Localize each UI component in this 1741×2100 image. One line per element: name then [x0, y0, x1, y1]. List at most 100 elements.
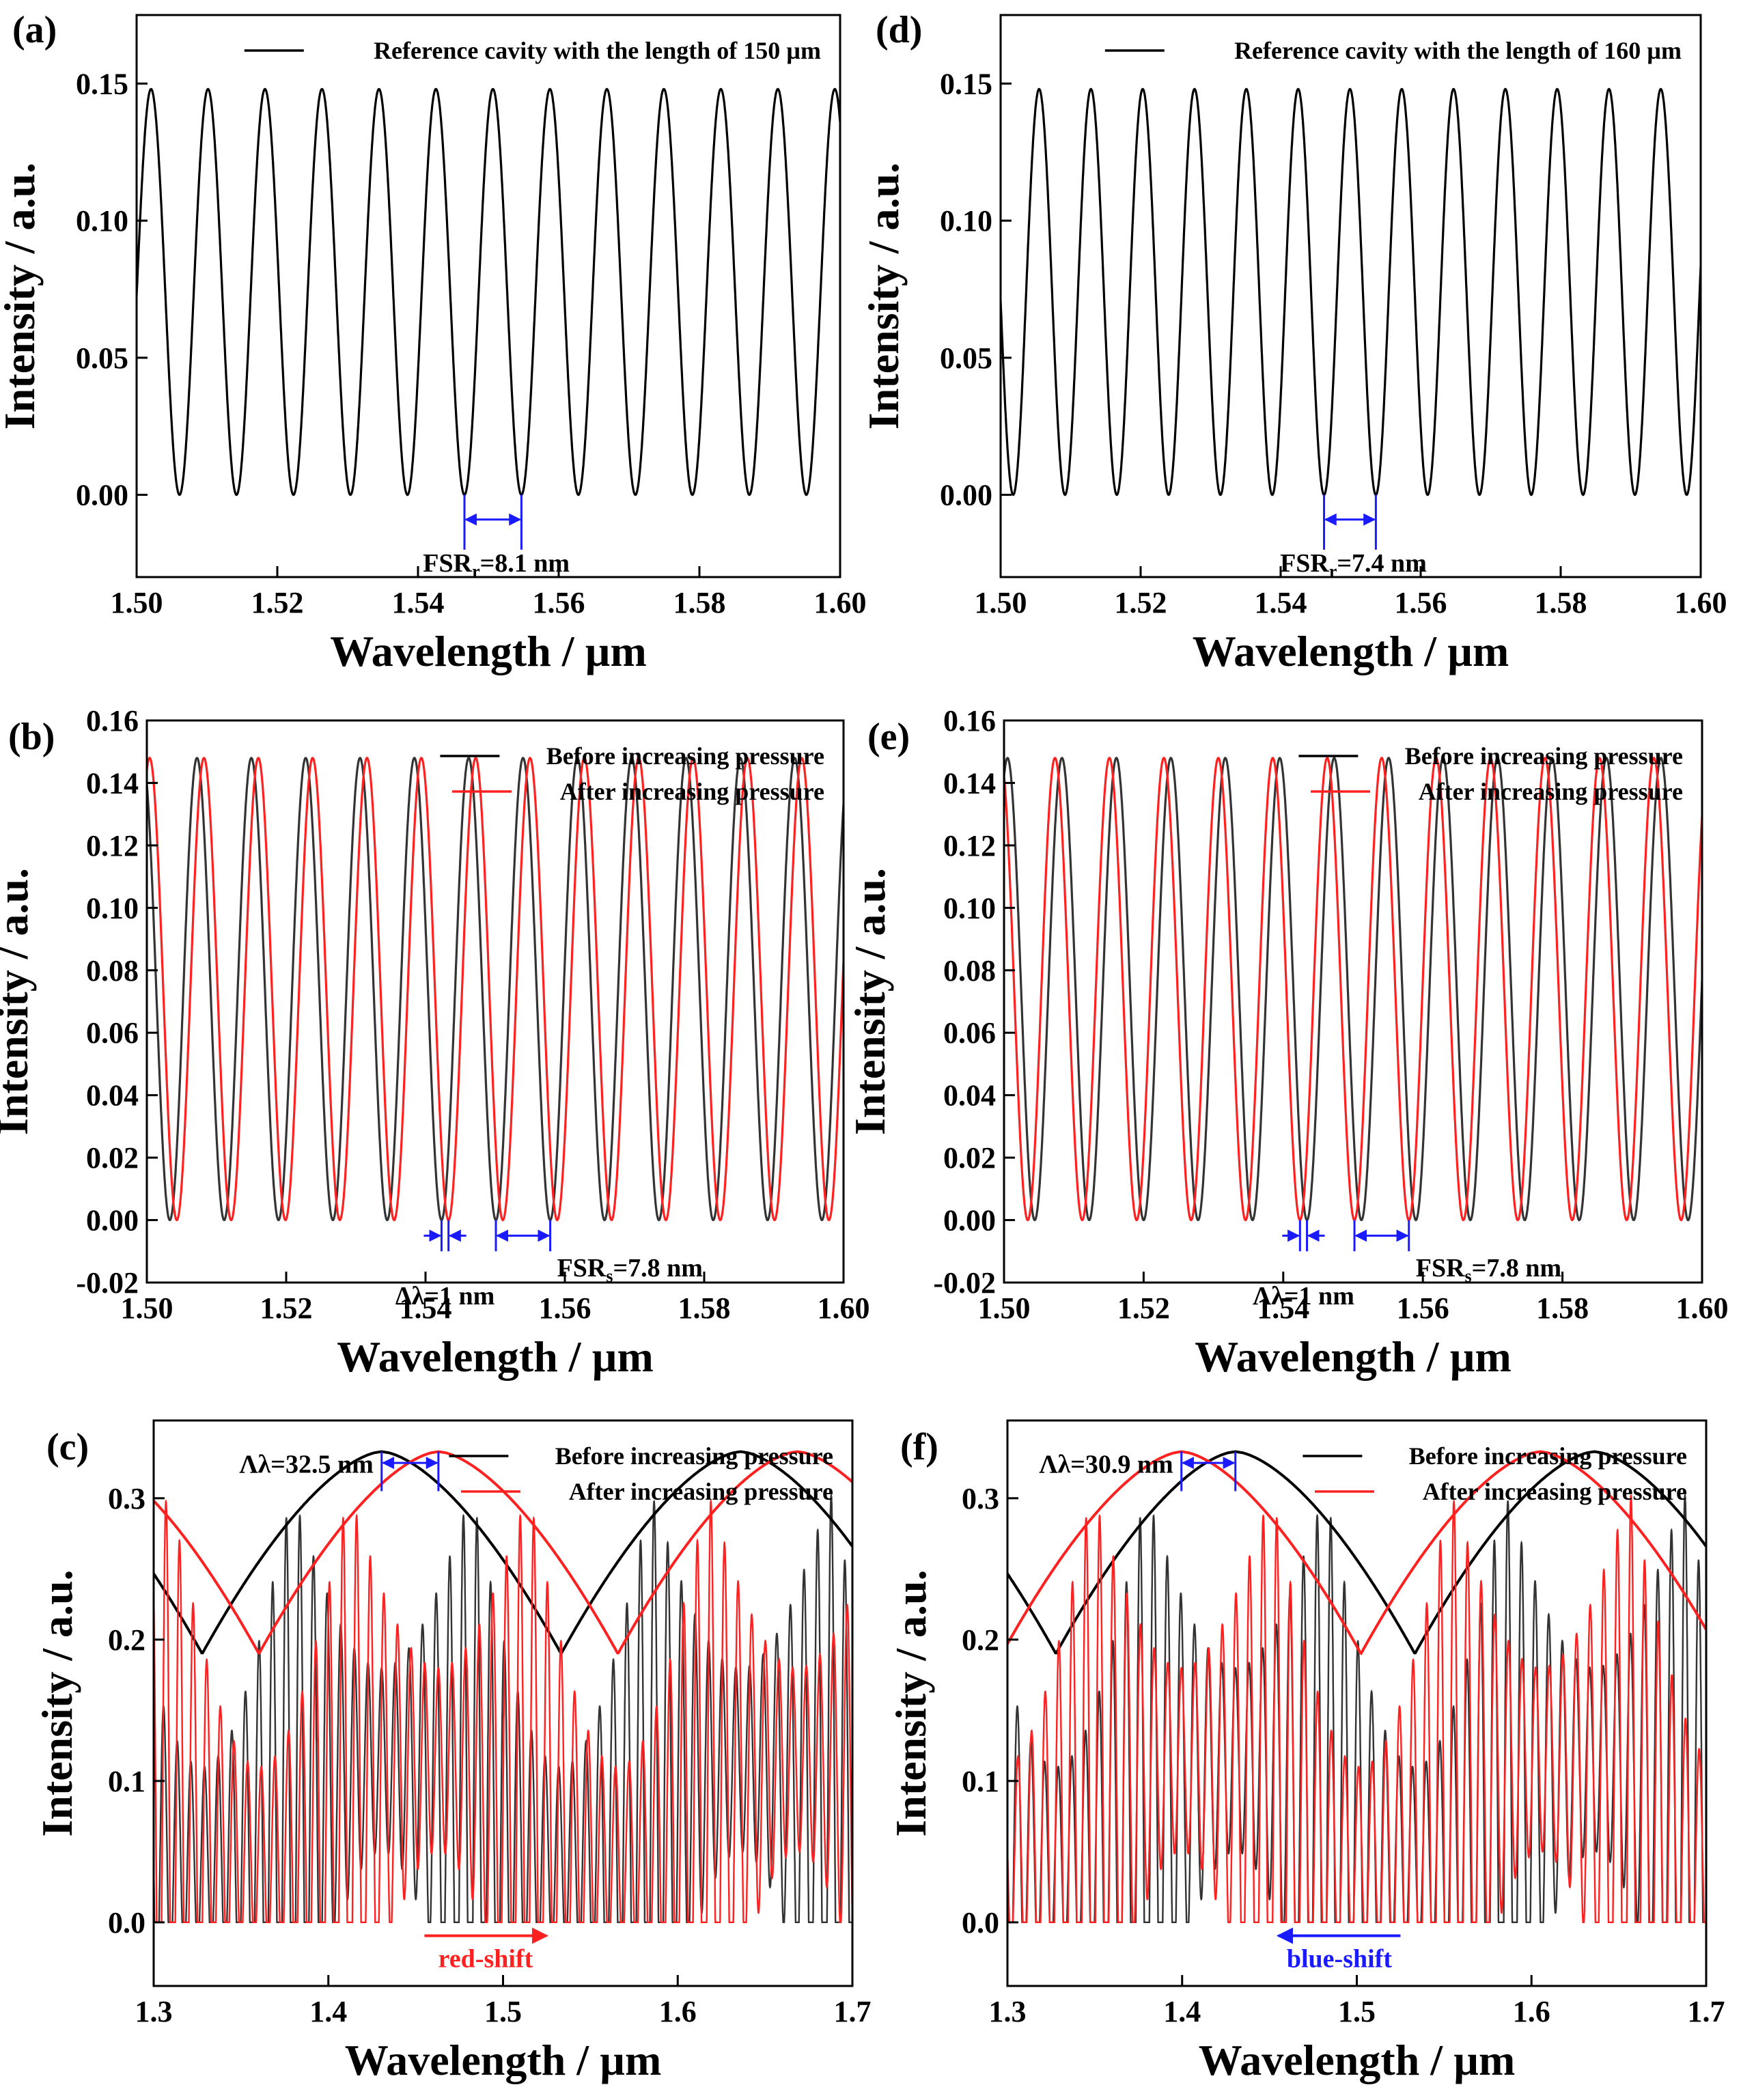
y-tick-label: 0.0 — [962, 1906, 999, 1940]
x-tick-label: 1.6 — [1513, 1995, 1550, 2028]
y-tick-label: 0.16 — [86, 704, 139, 738]
x-tick-label: 1.3 — [989, 1995, 1027, 2028]
series-fringes-2 — [1007, 1494, 1706, 1923]
x-tick-label: 1.52 — [251, 586, 304, 619]
series-line-2 — [1004, 757, 1702, 1222]
y-tick-label: 0.08 — [86, 954, 139, 988]
panel-label: (a) — [12, 9, 57, 51]
x-tick-label: 1.50 — [978, 1291, 1031, 1325]
shift-label: blue-shift — [1287, 1944, 1392, 1973]
y-axis-title: Intensity / a.u. — [33, 1569, 81, 1836]
legend-entry-label: After increasing pressure — [1419, 778, 1683, 805]
y-tick-label: 0.10 — [940, 204, 992, 238]
annotation-value: =7.8 nm — [1472, 1254, 1561, 1283]
y-tick-label: 0.15 — [76, 67, 128, 100]
y-tick-label: 0.00 — [940, 479, 992, 512]
panel-label: (d) — [876, 9, 922, 51]
x-tick-label: 1.5 — [1338, 1995, 1376, 2028]
panel-label: (b) — [8, 716, 55, 758]
legend-entry-label: After increasing pressure — [560, 778, 824, 805]
legend-entry-label: Before increasing pressure — [1409, 1442, 1687, 1470]
x-tick-label: 1.60 — [1675, 586, 1727, 619]
y-tick-label: 0.3 — [108, 1482, 145, 1515]
x-tick-label: 1.6 — [659, 1995, 697, 2028]
y-tick-label: 0.1 — [962, 1765, 999, 1798]
panel-b: 1.50 1.52 1.54 1.56 1.58 1.60 -0.02 0.00 0.02 0.0… — [0, 704, 870, 1381]
plot-frame — [145, 719, 845, 1284]
annotation-subscript: r — [1329, 561, 1337, 581]
y-tick-label: 0.05 — [76, 341, 128, 375]
y-tick-label: 0.05 — [940, 341, 992, 375]
y-tick-label: 0.2 — [962, 1623, 999, 1657]
series-fringes-2 — [154, 1498, 852, 1923]
x-tick-label: 1.7 — [1688, 1995, 1725, 2028]
y-tick-label: 0.12 — [86, 829, 139, 863]
y-tick-label: -0.02 — [76, 1266, 139, 1300]
plot-frame — [1003, 719, 1703, 1284]
plot-frame — [999, 14, 1702, 578]
series-line-1 — [147, 757, 844, 1222]
series-group — [1004, 757, 1702, 1222]
y-axis-title: Intensity / a.u. — [0, 868, 37, 1135]
y-tick-label: 0.02 — [86, 1141, 139, 1175]
y-tick-label: 0.3 — [962, 1482, 999, 1515]
series-envelope-1 — [154, 1450, 852, 1655]
y-tick-label: 0.14 — [86, 766, 139, 800]
x-tick-label: 1.56 — [1395, 586, 1447, 619]
y-tick-label: 0.2 — [108, 1623, 145, 1657]
y-tick-label: 0.00 — [86, 1204, 139, 1237]
x-axis-title: Wavelength / µm — [1195, 1332, 1512, 1381]
series-group — [1001, 87, 1701, 496]
x-tick-label: 1.5 — [484, 1995, 522, 2028]
x-tick-label: 1.52 — [260, 1291, 313, 1325]
panel-d: 1.50 1.52 1.54 1.56 1.58 1.60 0.00 0.05 0.10 0.15… — [859, 9, 1727, 675]
y-tick-label: 0.14 — [943, 766, 996, 800]
annotation-subscript: s — [1465, 1266, 1472, 1286]
y-tick-label: 0.1 — [108, 1765, 145, 1798]
x-tick-label: 1.4 — [1163, 1995, 1201, 2028]
x-tick-label: 1.56 — [1397, 1291, 1449, 1325]
series-line-1 — [1001, 87, 1701, 496]
panel-label: (c) — [46, 1426, 89, 1468]
x-tick-label: 1.54 — [1257, 1291, 1309, 1325]
legend-entry-label: After increasing pressure — [569, 1478, 833, 1505]
x-tick-label: 1.50 — [121, 1291, 173, 1325]
legend-entry-label: Before increasing pressure — [555, 1442, 833, 1470]
x-axis-title: Wavelength / µm — [345, 2036, 662, 2084]
x-tick-label: 1.7 — [834, 1995, 872, 2028]
shift-label: red-shift — [438, 1944, 533, 1973]
x-tick-label: 1.58 — [673, 586, 726, 619]
y-tick-label: 0.06 — [943, 1016, 996, 1050]
annotation-value: =8.1 nm — [480, 549, 570, 578]
y-tick-label: 0.08 — [943, 954, 996, 988]
panel-a: 1.50 1.52 1.54 1.56 1.58 1.60 0.00 0.05 0.10 0.15… — [0, 9, 867, 675]
series-line-1 — [137, 87, 840, 496]
x-tick-label: 1.50 — [111, 586, 163, 619]
legend-entry-label: Before increasing pressure — [546, 742, 824, 770]
x-tick-label: 1.60 — [1676, 1291, 1729, 1325]
x-axis-title: Wavelength / µm — [1193, 627, 1509, 675]
annotation-value: =7.8 nm — [613, 1254, 703, 1283]
x-tick-label: 1.50 — [975, 586, 1027, 619]
series-group — [147, 757, 844, 1222]
x-tick-label: 1.60 — [818, 1291, 870, 1325]
annotation-label: FSRs=7.8 nm — [1416, 1254, 1561, 1286]
series-group — [154, 1450, 852, 1923]
annotation-label: Λλ=32.5 nm — [239, 1451, 373, 1479]
annotation-label: FSRr=7.4 nm — [1280, 549, 1427, 581]
panel-e: 1.50 1.52 1.54 1.56 1.58 1.60 -0.02 0.00 0.02 0.0… — [846, 704, 1729, 1381]
x-tick-label: 1.52 — [1115, 586, 1167, 619]
y-axis-title: Intensity / a.u. — [887, 1569, 935, 1836]
legend-entry-label: Reference cavity with the length of 150 … — [374, 37, 821, 64]
x-tick-label: 1.56 — [533, 586, 585, 619]
annotation-label: FSRr=8.1 nm — [423, 549, 570, 581]
x-axis-title: Wavelength / µm — [330, 627, 647, 675]
series-group — [1007, 1450, 1706, 1923]
x-tick-label: 1.52 — [1117, 1291, 1170, 1325]
y-tick-label: 0.04 — [86, 1079, 139, 1112]
series-line-1 — [1004, 757, 1702, 1222]
series-envelope-2 — [1007, 1450, 1706, 1655]
y-tick-label: 0.10 — [76, 204, 128, 238]
x-tick-label: 1.4 — [309, 1995, 347, 2028]
